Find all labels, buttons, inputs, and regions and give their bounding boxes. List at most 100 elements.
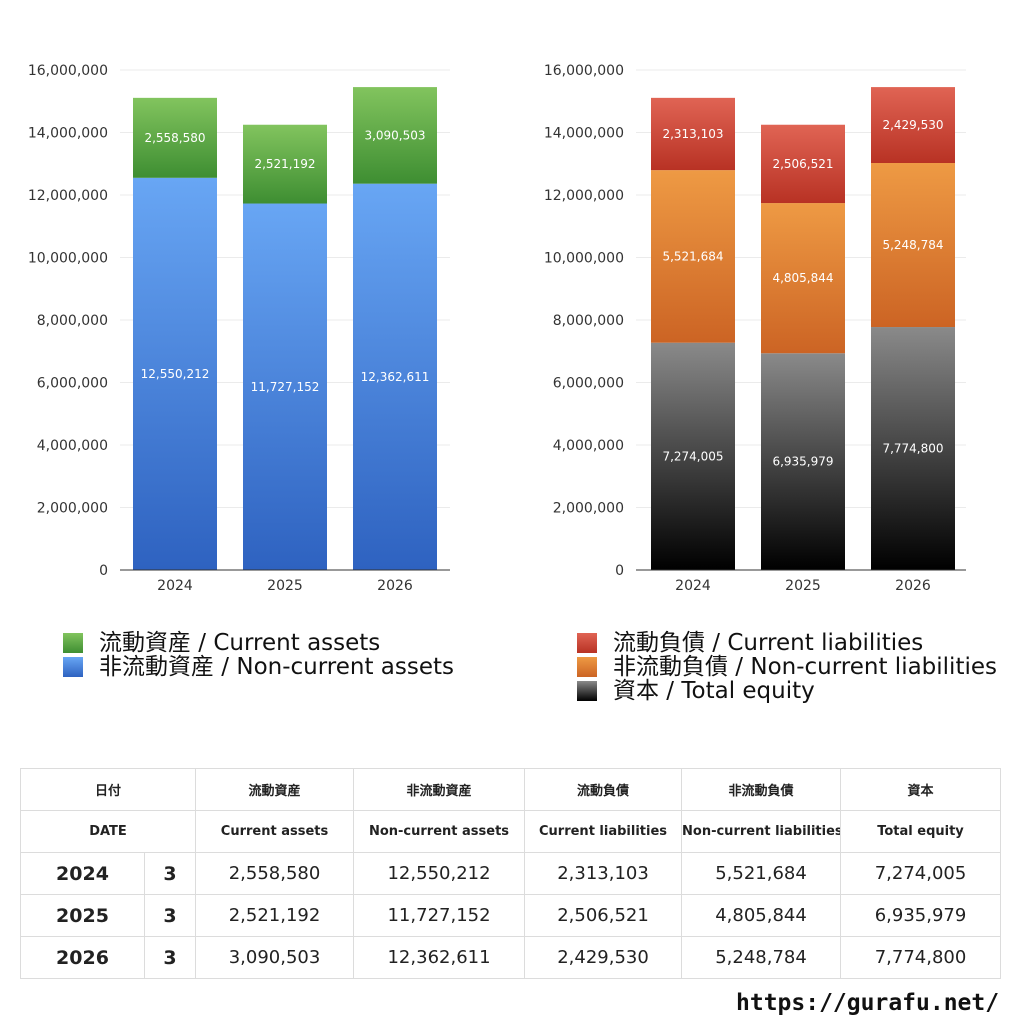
legend-item-total-equity: 資本 / Total equity — [577, 679, 997, 703]
y-tick-label: 14,000,000 — [28, 126, 108, 142]
data-label: 6,935,979 — [772, 455, 833, 469]
y-tick-label: 16,000,000 — [28, 63, 108, 79]
table-header-cell: 資本 — [840, 768, 1002, 811]
y-tick-label: 4,000,000 — [37, 438, 108, 454]
data-label: 7,774,800 — [882, 442, 943, 456]
table-cell-month: 3 — [143, 852, 197, 895]
legend-liabilities-equity: 流動負債 / Current liabilities 非流動負債 / Non-c… — [577, 631, 997, 703]
bar-current_liabilities-2024 — [651, 97, 735, 171]
table-cell: 7,774,800 — [840, 936, 1002, 979]
data-label: 7,274,005 — [662, 449, 723, 463]
table-cell: 2,521,192 — [195, 894, 355, 937]
y-tick-label: 12,000,000 — [28, 188, 108, 204]
table-cell: 7,274,005 — [840, 852, 1002, 895]
table-cell: 2,429,530 — [524, 936, 683, 979]
bar-equity-2026 — [871, 327, 955, 570]
y-tick-label: 6,000,000 — [553, 376, 624, 392]
bar-equity-2025 — [761, 353, 845, 570]
table-cell-year: 2026 — [20, 936, 145, 979]
legend-label-noncurrent-liabilities: 非流動負債 / Non-current liabilities — [613, 654, 997, 680]
bar-equity-2024 — [651, 342, 735, 570]
table-header-cell: Current assets — [195, 810, 355, 853]
table-header-cell: DATE — [19, 810, 197, 853]
legend-label-noncurrent-assets: 非流動資産 / Non-current assets — [99, 654, 455, 680]
data-table: 日付 流動資産 非流動資産 流動負債 非流動負債 資本 DATE Current… — [19, 768, 1002, 979]
data-label: 2,558,580 — [144, 131, 205, 145]
table-header-jp: 日付 流動資産 非流動資産 流動負債 非流動負債 資本 — [19, 768, 1002, 811]
x-tick-label: 2024 — [675, 578, 711, 594]
x-tick-label: 2026 — [377, 578, 413, 594]
legend-item-noncurrent-assets: 非流動資産 / Non-current assets — [63, 655, 454, 679]
table-cell: 6,935,979 — [840, 894, 1002, 937]
bar-noncurrent_liabilities-2026 — [871, 163, 955, 328]
bar-noncurrent_liabilities-2024 — [651, 170, 735, 343]
legend-assets: 流動資産 / Current assets 非流動資産 / Non-curren… — [63, 631, 454, 679]
chart-assets: 0 2,000,000 4,000,000 6,000,000 8,000,000 10,… — [28, 63, 450, 594]
data-label: 2,313,103 — [662, 127, 723, 141]
data-label: 2,429,530 — [882, 118, 943, 132]
table-cell-year: 2024 — [20, 852, 145, 895]
table-cell-year: 2025 — [20, 894, 145, 937]
y-tick-label: 0 — [99, 563, 108, 579]
y-tick-label: 10,000,000 — [544, 251, 624, 267]
table-row: 2025 3 2,521,192 11,727,152 2,506,521 4,… — [20, 894, 1002, 937]
data-label: 4,805,844 — [772, 271, 833, 285]
legend-label-current-assets: 流動資産 / Current assets — [99, 630, 381, 656]
y-tick-label: 4,000,000 — [553, 438, 624, 454]
table-cell: 5,248,784 — [681, 936, 842, 979]
table-header-cell: 日付 — [19, 768, 197, 811]
charts-area: 0 2,000,000 4,000,000 6,000,000 8,000,000 10,… — [28, 63, 966, 594]
x-tick-label: 2025 — [785, 578, 821, 594]
y-tick-label: 8,000,000 — [553, 313, 624, 329]
table-cell: 11,727,152 — [353, 894, 526, 937]
x-tick-label: 2026 — [895, 578, 931, 594]
bar-current_liabilities-2026 — [871, 87, 955, 164]
legend-label-current-liabilities: 流動負債 / Current liabilities — [613, 630, 924, 656]
table-cell-month: 3 — [143, 936, 197, 979]
legend-swatch-current-assets — [63, 633, 83, 653]
bar-current_assets-2025 — [243, 124, 327, 204]
table-header-en: DATE Current assets Non-current assets C… — [19, 810, 1002, 853]
y-tick-label: 8,000,000 — [37, 313, 108, 329]
data-label: 12,550,212 — [141, 367, 210, 381]
data-label: 2,521,192 — [254, 157, 315, 171]
table-cell: 5,521,684 — [681, 852, 842, 895]
y-tick-label: 16,000,000 — [544, 63, 624, 79]
bar-noncurrent_liabilities-2025 — [761, 203, 845, 354]
y-tick-label: 10,000,000 — [28, 251, 108, 267]
table-header-cell: 非流動負債 — [681, 768, 842, 811]
table-cell: 12,550,212 — [353, 852, 526, 895]
table-cell: 2,558,580 — [195, 852, 355, 895]
bar-noncurrent_assets-2025 — [243, 203, 327, 571]
legend-item-noncurrent-liabilities: 非流動負債 / Non-current liabilities — [577, 655, 997, 679]
legend-swatch-noncurrent-assets — [63, 657, 83, 677]
x-tick-label: 2025 — [267, 578, 303, 594]
table-header-cell: 非流動資産 — [353, 768, 526, 811]
chart-liabilities: 0 2,000,000 4,000,000 6,000,000 8,000,000 10,… — [544, 63, 966, 594]
table-header-cell: Non-current assets — [353, 810, 526, 853]
table-cell: 2,506,521 — [524, 894, 683, 937]
table-cell: 12,362,611 — [353, 936, 526, 979]
bar-noncurrent_assets-2024 — [133, 177, 217, 570]
table-header-cell: 流動資産 — [195, 768, 355, 811]
y-tick-label: 2,000,000 — [553, 501, 624, 517]
x-tick-label: 2024 — [157, 578, 193, 594]
data-label: 5,521,684 — [662, 249, 723, 263]
table-header-cell: 流動負債 — [524, 768, 683, 811]
table-row: 2024 3 2,558,580 12,550,212 2,313,103 5,… — [20, 852, 1002, 895]
bar-noncurrent_assets-2026 — [353, 183, 437, 571]
table-header-cell: Current liabilities — [524, 810, 683, 853]
table-row: 2026 3 3,090,503 12,362,611 2,429,530 5,… — [20, 936, 1002, 979]
table-cell: 2,313,103 — [524, 852, 683, 895]
y-tick-label: 2,000,000 — [37, 501, 108, 517]
legend-item-current-assets: 流動資産 / Current assets — [63, 631, 454, 655]
bar-current_assets-2026 — [353, 87, 437, 184]
bar-current_assets-2024 — [133, 97, 217, 178]
y-tick-label: 14,000,000 — [544, 126, 624, 142]
legend-label-total-equity: 資本 / Total equity — [613, 678, 815, 704]
data-label: 5,248,784 — [882, 238, 943, 252]
site-url[interactable]: https://gurafu.net/ — [736, 990, 1000, 1016]
data-label: 11,727,152 — [251, 380, 320, 394]
legend-item-current-liabilities: 流動負債 / Current liabilities — [577, 631, 997, 655]
y-tick-label: 0 — [615, 563, 624, 579]
